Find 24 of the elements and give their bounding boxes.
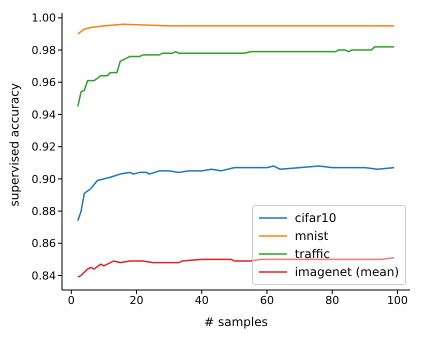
y-tick-label: 0.90	[32, 172, 56, 186]
line-series	[77, 165, 395, 222]
y-tick-label: 0.94	[32, 108, 56, 122]
x-tick-label: 40	[194, 294, 209, 307]
y-tick-label: 0.96	[32, 76, 56, 90]
legend-label: traffic	[294, 246, 330, 263]
line-series	[77, 46, 395, 108]
line-series	[77, 24, 395, 35]
legend-label: cifar10	[294, 210, 336, 227]
x-tick-label: 0	[68, 294, 75, 307]
legend-label: mnist	[294, 228, 328, 245]
y-axis-title: supervised accuracy	[7, 83, 22, 206]
y-tick-label: 0.98	[32, 44, 56, 57]
y-tick-label: 0.92	[32, 140, 56, 154]
x-tick-label: 60	[260, 294, 274, 307]
x-tick-label: 100	[386, 294, 408, 307]
x-tick-label: 80	[325, 294, 340, 307]
legend-label: imagenet (mean)	[294, 264, 399, 281]
y-tick-label: 0.88	[32, 204, 56, 218]
x-axis-title: # samples	[204, 315, 268, 329]
x-tick-label: 20	[130, 294, 144, 307]
y-tick-label: 0.84	[32, 269, 56, 282]
y-tick-label: 0.86	[32, 237, 56, 250]
y-tick-label: 1.00	[32, 12, 56, 25]
